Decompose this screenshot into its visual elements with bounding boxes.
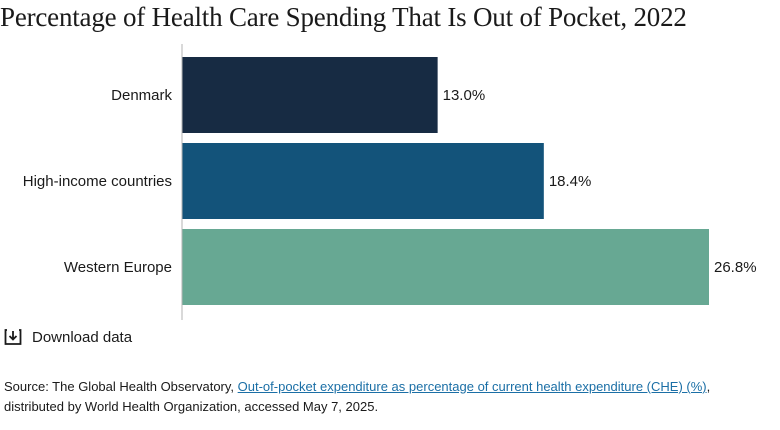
source-link[interactable]: Out-of-pocket expenditure as percentage … — [237, 379, 707, 394]
bars-group: Denmark 13.0% High-income countries 18.4% We… — [23, 57, 757, 305]
category-label: Western Europe — [64, 259, 172, 276]
bar-chart: Denmark 13.0% High-income countries 18.4% We… — [23, 44, 757, 320]
bar-high-income-countries — [182, 143, 544, 219]
source-suffix: distributed by World Health Organization… — [4, 399, 379, 414]
bar-western-europe — [182, 229, 709, 305]
value-label: 13.0% — [443, 87, 486, 104]
category-label: Denmark — [111, 87, 172, 104]
value-label: 18.4% — [549, 173, 592, 190]
value-label: 26.8% — [714, 259, 757, 276]
source-prefix: Source: The Global Health Observatory, — [4, 379, 238, 394]
bar-denmark — [182, 57, 438, 133]
source-middle: , — [706, 379, 711, 394]
download-label: Download data — [32, 328, 133, 346]
source-note: Source: The Global Health Observatory, O… — [4, 377, 780, 417]
category-label: High-income countries — [23, 173, 172, 190]
download-data-button[interactable]: Download data — [4, 328, 132, 346]
chart-title: Percentage of Health Care Spending That … — [0, 2, 687, 32]
download-icon — [4, 329, 22, 345]
